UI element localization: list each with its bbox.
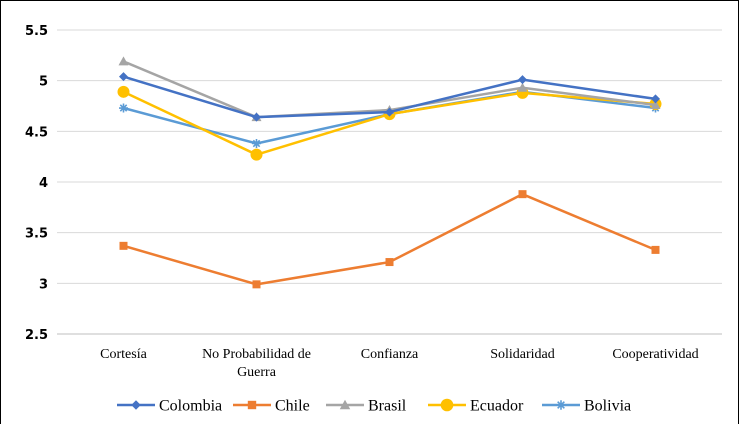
star-marker — [119, 103, 128, 113]
square-marker — [651, 245, 660, 254]
series-colombia — [119, 72, 660, 122]
x-tick-label: Cortesía — [100, 347, 147, 362]
y-tick-label: 4.5 — [25, 125, 48, 140]
x-tick-label: No Probabilidad de — [202, 347, 311, 362]
square-marker — [247, 400, 257, 410]
legend-item-ecuador: Ecuador — [428, 398, 524, 415]
legend-item-chile: Chile — [233, 398, 310, 415]
diamond-marker — [119, 72, 128, 82]
x-tick-label: Solidaridad — [490, 347, 555, 362]
legend-label: Bolivia — [584, 398, 631, 415]
legend-label: Colombia — [159, 398, 222, 415]
series-line — [123, 192, 656, 286]
y-tick-label: 3.5 — [25, 227, 48, 242]
legend-item-brasil: Brasil — [326, 398, 407, 415]
triangle-marker — [517, 82, 528, 92]
triangle-marker — [650, 99, 661, 109]
diamond-marker — [131, 400, 141, 410]
x-tick-label: Confianza — [361, 347, 419, 362]
legend-label: Ecuador — [470, 398, 524, 415]
series-chile — [119, 190, 660, 289]
legend-item-colombia: Colombia — [117, 398, 222, 415]
y-tick-label: 3 — [39, 277, 48, 292]
star-marker — [252, 138, 261, 148]
y-tick-label: 2.5 — [25, 328, 48, 343]
star-marker — [556, 400, 566, 410]
circle-marker — [117, 85, 130, 98]
legend-item-bolivia: Bolivia — [542, 398, 631, 415]
diamond-marker — [651, 94, 660, 104]
triangle-marker — [339, 399, 351, 410]
legend-label: Brasil — [368, 398, 407, 415]
y-tick-label: 4 — [39, 176, 48, 191]
series-ecuador — [117, 85, 662, 161]
square-marker — [518, 190, 527, 199]
triangle-marker — [118, 56, 129, 66]
diamond-marker — [385, 107, 394, 117]
square-marker — [385, 258, 394, 267]
diamond-marker — [518, 75, 527, 85]
circle-marker — [440, 398, 454, 412]
square-marker — [252, 280, 261, 289]
y-tick-label: 5.5 — [25, 24, 48, 39]
legend-label: Chile — [275, 398, 310, 415]
x-tick-label: Cooperatividad — [612, 347, 698, 362]
y-tick-label: 5 — [39, 75, 48, 90]
circle-marker — [250, 148, 263, 161]
square-marker — [119, 241, 128, 250]
x-tick-label: Guerra — [237, 365, 277, 380]
diamond-marker — [252, 112, 261, 122]
